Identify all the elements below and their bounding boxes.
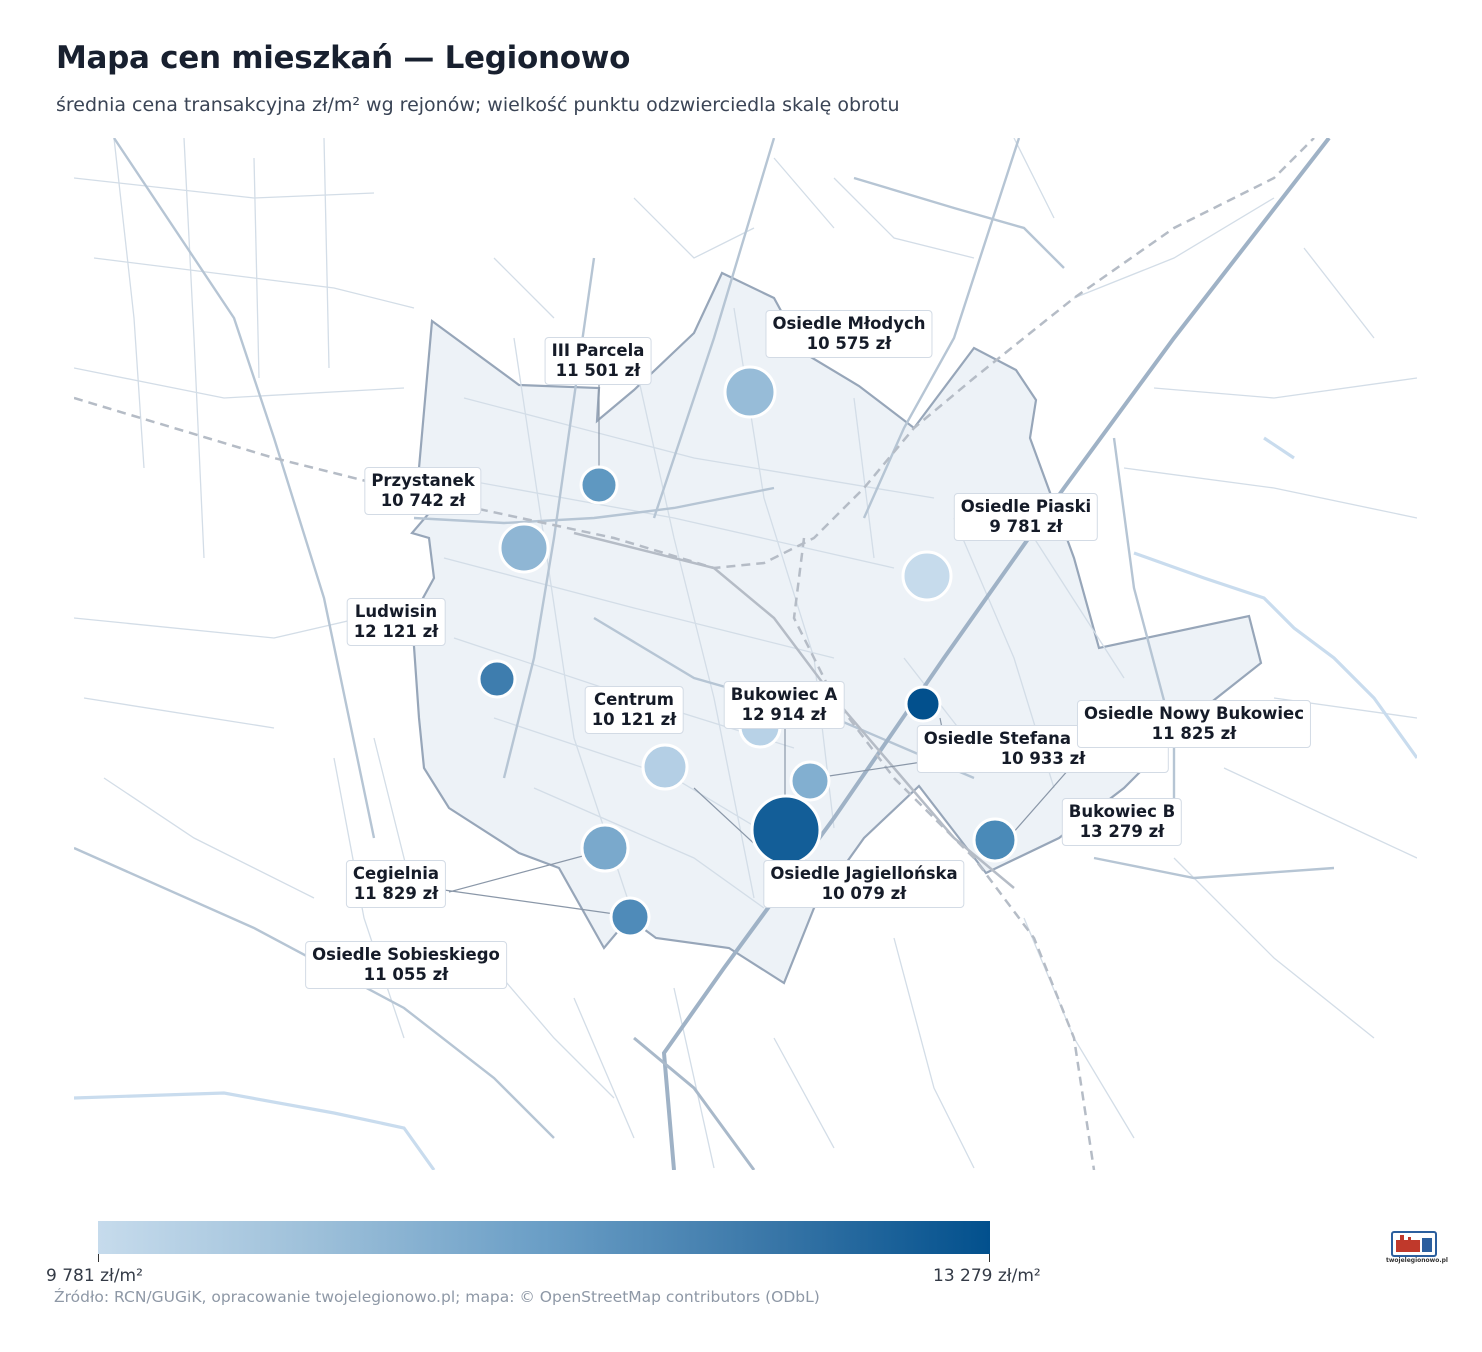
district-name: Osiedle Sobieskiego [312, 945, 500, 964]
color-scale-max-tick [989, 1254, 990, 1262]
district-bubble[interactable] [904, 685, 942, 723]
district-bubble[interactable] [901, 550, 953, 602]
label-iii-parcela: III Parcela 11 501 zł [544, 337, 652, 385]
district-bubble[interactable] [750, 794, 822, 866]
label-osiedle-mlodych: Osiedle Młodych 10 575 zł [765, 310, 933, 358]
motorway [661, 138, 1331, 1170]
label-bukowiec-b: Bukowiec B 13 279 zł [1061, 798, 1183, 846]
district-price: 11 501 zł [555, 361, 641, 380]
district-name: Osiedle Jagiellońska [770, 864, 958, 883]
district-price: 11 055 zł [363, 965, 449, 984]
district-name: III Parcela [551, 341, 645, 360]
district-price: 10 742 zł [380, 491, 466, 510]
label-ludwisin: Ludwisin 12 121 zł [346, 598, 446, 646]
district-name: Bukowiec A [730, 685, 838, 704]
label-bukowiec-a: Bukowiec A 12 914 zł [723, 681, 845, 729]
district-bubble[interactable] [579, 465, 619, 505]
district-price: 12 914 zł [741, 705, 827, 724]
district-name: Osiedle Młodych [772, 314, 926, 333]
district-price: 11 829 zł [353, 884, 439, 903]
district-price: 13 279 zł [1079, 822, 1165, 841]
rivers [74, 436, 1417, 1170]
district-bubble[interactable] [609, 896, 651, 938]
district-name: Bukowiec B [1068, 802, 1176, 821]
district-bubble[interactable] [641, 743, 689, 791]
motorway-branch [633, 1036, 756, 1170]
district-price: 11 825 zł [1151, 724, 1237, 743]
color-scale-max-label: 13 279 zł/m² [933, 1266, 1041, 1286]
district-name: Centrum [593, 690, 674, 709]
leader-line [443, 889, 630, 917]
label-osiedle-sobieskiego: Osiedle Sobieskiego 11 055 zł [305, 941, 507, 989]
logo-icon [1390, 1226, 1438, 1264]
basemap [74, 138, 1417, 1170]
source-note: Źródło: RCN/GUGiK, opracowanie twojelegi… [54, 1288, 820, 1306]
logo-text: twojelegionowo.pl [1386, 1257, 1448, 1264]
district-name: Cegielnia [352, 864, 440, 883]
label-centrum: Centrum 10 121 zł [584, 686, 684, 734]
district-bubble[interactable] [972, 817, 1018, 863]
leader-line [448, 849, 606, 893]
color-scale-min-label: 9 781 zł/m² [46, 1266, 143, 1286]
district-bubble[interactable] [723, 365, 777, 419]
district-bubble[interactable] [789, 760, 831, 802]
district-name: Osiedle Nowy Bukowiec [1083, 704, 1305, 723]
district-price: 10 079 zł [821, 884, 907, 903]
main-roads [74, 138, 1335, 1139]
district-price: 10 575 zł [806, 334, 892, 353]
label-przystanek: Przystanek 10 742 zł [364, 467, 482, 515]
color-scale-min-tick [98, 1254, 99, 1262]
map-canvas[interactable] [74, 138, 1417, 1170]
district-price: 12 121 zł [353, 622, 439, 641]
minor-streets [74, 138, 1417, 1169]
label-osiedle-piaski: Osiedle Piaski 9 781 zł [953, 493, 1099, 541]
district-price: 10 121 zł [591, 710, 677, 729]
label-osiedle-nowy-bukowiec: Osiedle Nowy Bukowiec 11 825 zł [1076, 700, 1312, 748]
map-subtitle: średnia cena transakcyjna zł/m² wg rejon… [56, 94, 900, 116]
color-scale-bar [98, 1221, 990, 1254]
map-title: Mapa cen mieszkań — Legionowo [56, 40, 631, 76]
district-name: Ludwisin [354, 602, 438, 621]
district-name: Osiedle Piaski [960, 497, 1092, 516]
district-bubble[interactable] [498, 522, 550, 574]
label-cegielnia: Cegielnia 11 829 zł [345, 860, 447, 908]
district-bubble[interactable] [580, 823, 630, 873]
district-bubble[interactable] [477, 659, 517, 699]
label-osiedle-jagiellonska: Osiedle Jagiellońska 10 079 zł [763, 860, 965, 908]
district-name: Przystanek [371, 471, 475, 490]
district-price: 10 933 zł [1000, 749, 1086, 768]
railways [74, 138, 1315, 1170]
leader-line [828, 761, 923, 777]
district-price: 9 781 zł [989, 517, 1063, 536]
city-boundary [410, 271, 1263, 985]
